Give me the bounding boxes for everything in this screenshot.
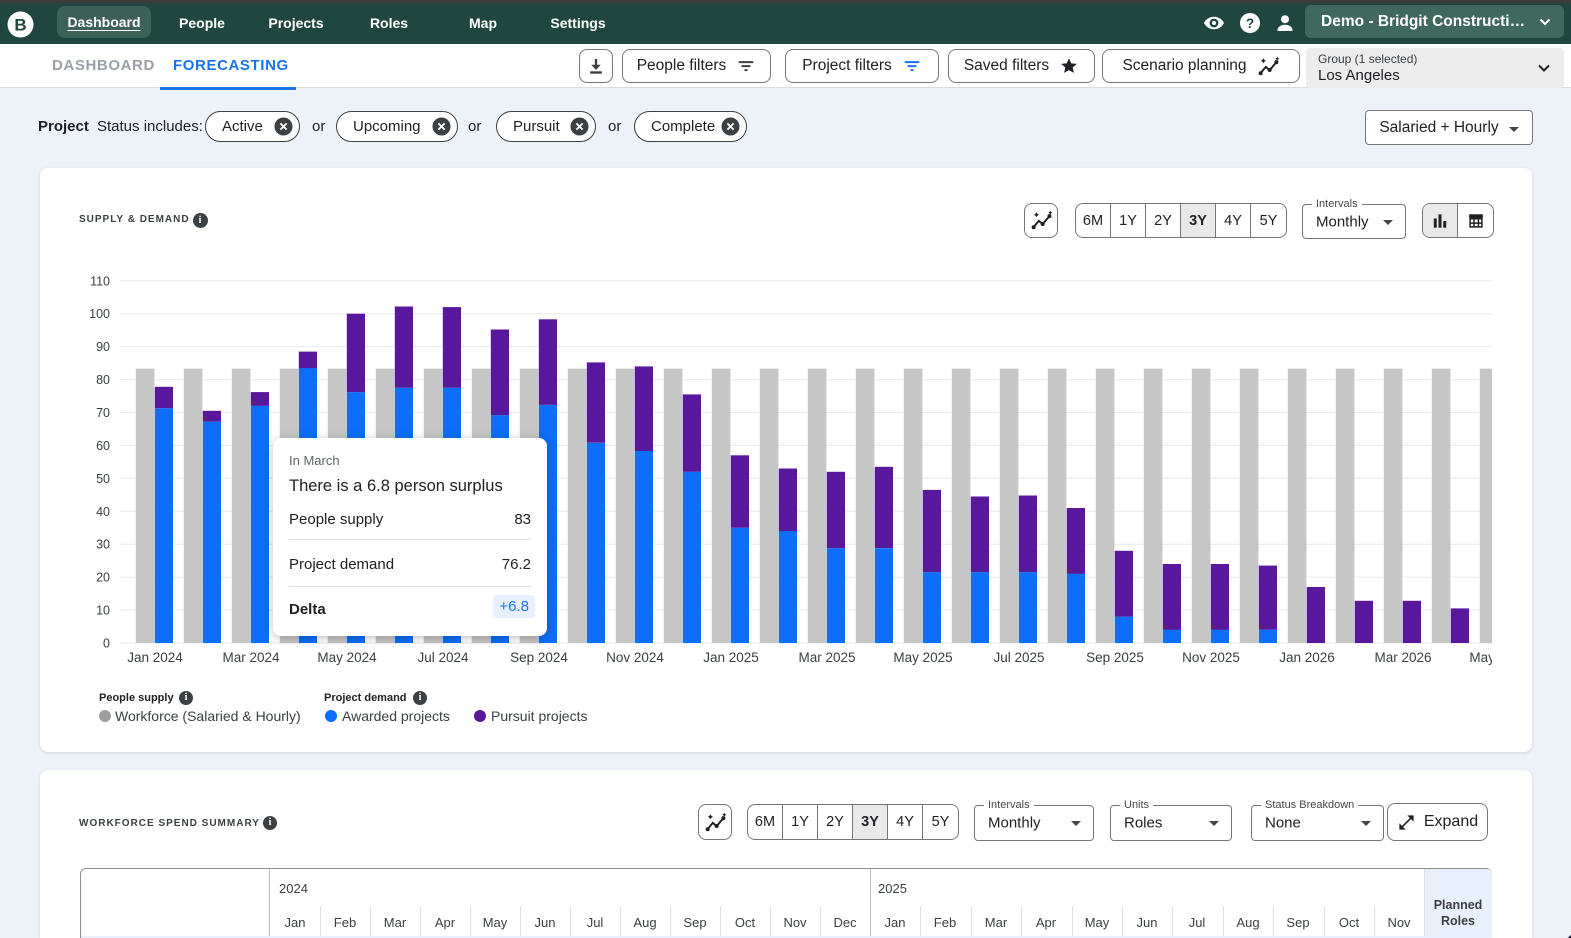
svg-text:0: 0 <box>103 637 110 651</box>
svg-text:60: 60 <box>96 439 110 453</box>
svg-text:Sep 2024: Sep 2024 <box>510 650 568 665</box>
svg-text:Nov 2025: Nov 2025 <box>1182 650 1240 665</box>
svg-text:100: 100 <box>89 307 110 321</box>
svg-text:May 2024: May 2024 <box>317 650 377 665</box>
svg-text:Jan 2025: Jan 2025 <box>703 650 759 665</box>
svg-text:30: 30 <box>96 538 110 552</box>
svg-text:Jan 2026: Jan 2026 <box>1279 650 1335 665</box>
svg-text:20: 20 <box>96 571 110 585</box>
svg-text:Mar 2025: Mar 2025 <box>798 650 855 665</box>
svg-text:Nov 2024: Nov 2024 <box>606 650 664 665</box>
svg-text:Jul 2025: Jul 2025 <box>993 650 1044 665</box>
svg-text:10: 10 <box>96 604 110 618</box>
svg-text:Mar 2026: Mar 2026 <box>1374 650 1431 665</box>
svg-text:40: 40 <box>96 505 110 519</box>
svg-text:?: ? <box>1246 16 1254 31</box>
svg-text:B: B <box>14 16 26 35</box>
svg-text:May 2026: May 2026 <box>1469 650 1492 665</box>
svg-text:Jan 2024: Jan 2024 <box>127 650 183 665</box>
svg-text:Jul 2024: Jul 2024 <box>417 650 469 665</box>
svg-text:May 2025: May 2025 <box>893 650 952 665</box>
svg-text:110: 110 <box>90 274 110 288</box>
svg-text:Mar 2024: Mar 2024 <box>222 650 280 665</box>
svg-text:50: 50 <box>96 472 110 486</box>
svg-text:90: 90 <box>96 340 110 354</box>
svg-text:Sep 2025: Sep 2025 <box>1086 650 1144 665</box>
svg-text:80: 80 <box>96 373 110 387</box>
svg-text:70: 70 <box>96 406 110 420</box>
